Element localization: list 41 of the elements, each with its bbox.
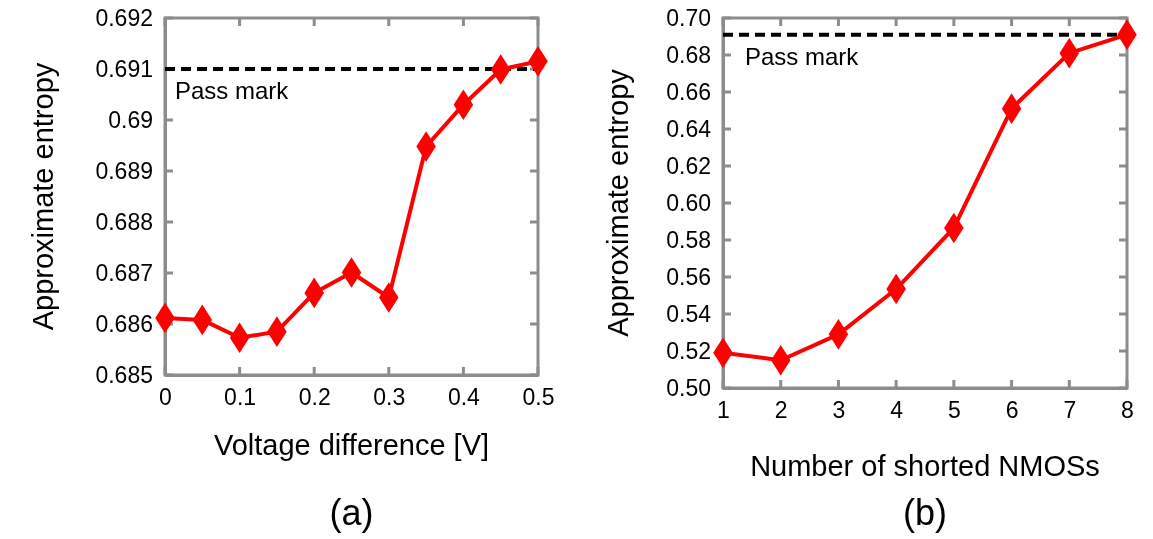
- x-tick-label: 7: [1063, 397, 1077, 424]
- y-axis-title: Approximate entropy: [27, 62, 59, 331]
- y-tick-label: 0.685: [95, 361, 153, 388]
- x-tick-label: 2: [774, 397, 788, 424]
- y-tick-label: 0.687: [95, 259, 153, 286]
- y-tick-label: 0.56: [666, 263, 711, 290]
- y-tick-label: 0.60: [666, 189, 711, 216]
- x-tick-label: 0.4: [447, 384, 481, 411]
- y-tick-label: 0.689: [95, 157, 153, 184]
- y-tick-label: 0.692: [95, 4, 153, 31]
- y-tick-label: 0.66: [666, 78, 711, 105]
- x-tick-label: 0.3: [373, 384, 406, 411]
- ref-line-label: Pass mark: [175, 77, 290, 104]
- x-tick-label: 4: [890, 397, 904, 424]
- x-axis-title: Number of shorted NMOSs: [750, 450, 1100, 482]
- y-tick-label: 0.62: [666, 152, 711, 179]
- y-tick-label: 0.54: [666, 300, 712, 327]
- x-tick-label: 0.1: [224, 384, 257, 411]
- x-tick-label: 0: [159, 384, 172, 411]
- ref-line-label: Pass mark: [745, 42, 860, 70]
- x-tick-label: 1: [717, 397, 730, 424]
- text: (a): [329, 492, 374, 533]
- y-tick-label: 0.58: [666, 226, 711, 253]
- x-tick-label: 5: [947, 397, 961, 424]
- y-tick-label: 0.686: [95, 310, 153, 337]
- text: (b): [903, 492, 947, 533]
- y-tick-label: 0.52: [666, 337, 711, 364]
- y-tick-label: 0.68: [666, 41, 711, 68]
- x-axis-title: Voltage difference [V]: [213, 429, 490, 461]
- y-tick-label: 0.50: [666, 374, 711, 401]
- y-tick-label: 0.64: [666, 115, 712, 142]
- x-tick-label: 0.2: [298, 384, 331, 411]
- y-tick-label: 0.69: [108, 106, 153, 133]
- x-tick-label: 8: [1121, 397, 1134, 424]
- x-tick-label: 3: [832, 397, 846, 424]
- y-tick-label: 0.70: [666, 4, 711, 31]
- x-tick-label: 0.5: [522, 384, 555, 411]
- y-axis-title: Approximate entropy: [602, 68, 634, 337]
- y-tick-label: 0.688: [95, 208, 153, 235]
- y-tick-label: 0.691: [95, 55, 153, 82]
- x-tick-label: 6: [1005, 397, 1019, 424]
